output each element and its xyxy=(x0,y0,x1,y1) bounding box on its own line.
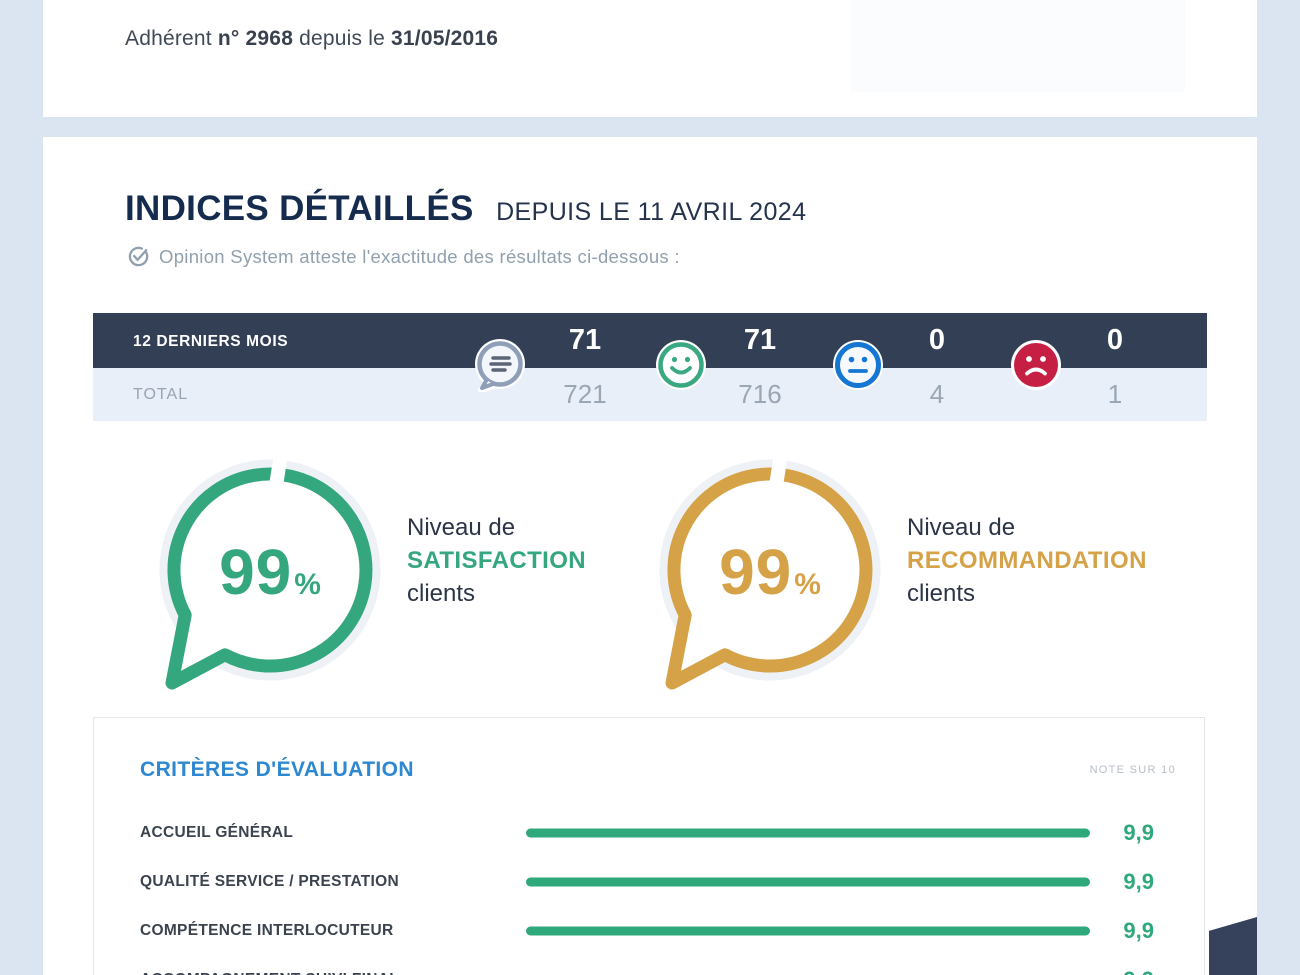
criteria-label: ACCUEIL GÉNÉRAL xyxy=(140,824,294,841)
criteria-score: 9,9 xyxy=(1123,820,1154,845)
satisfaction-percentage: 99 % xyxy=(219,535,321,609)
member-number: n° 2968 xyxy=(217,27,294,50)
satisfaction-caption-line3: clients xyxy=(407,580,476,607)
page-title: INDICES DÉTAILLÉS xyxy=(125,189,474,228)
recent-row-label: 12 DERNIERS MOIS xyxy=(133,333,289,350)
recommendation-gauge-icon xyxy=(659,458,881,690)
satisfaction-caption-line1: Niveau de xyxy=(407,514,516,541)
attestation-text: Opinion System atteste l'exactitude des … xyxy=(159,245,680,267)
page-subtitle: DEPUIS LE 11 AVRIL 2024 xyxy=(496,198,807,226)
happy-total-value: 716 xyxy=(738,379,782,409)
criteria-score: 9,9 xyxy=(1123,869,1154,894)
section-heading: INDICES DÉTAILLÉS DEPUIS LE 11 AVRIL 202… xyxy=(125,189,806,229)
recommendation-percentage: 99 % xyxy=(719,535,821,609)
sad-recent-value: 0 xyxy=(1106,324,1124,356)
bubble-total-value: 721 xyxy=(563,379,607,409)
recommendation-value: 99 xyxy=(719,536,793,608)
criteria-label: ACCOMPAGNEMENT SUIVI FINAL xyxy=(140,971,399,975)
criteria-bar xyxy=(526,926,1096,936)
criteria-row: ACCOMPAGNEMENT SUIVI FINAL 9,9 xyxy=(94,955,1204,975)
satisfaction-caption: Niveau de SATISFACTION clients xyxy=(407,511,586,610)
criteria-bar xyxy=(526,877,1096,887)
criteria-label: COMPÉTENCE INTERLOCUTEUR xyxy=(140,922,394,939)
criteria-panel: CRITÈRES D'ÉVALUATION NOTE SUR 10 ACCUEI… xyxy=(93,717,1205,975)
neutral-recent-value: 0 xyxy=(928,324,946,356)
member-date: 31/05/2016 xyxy=(391,27,499,50)
membership-line: Adhérent n° 2968 depuis le 31/05/2016 xyxy=(125,27,498,51)
criteria-bar xyxy=(526,828,1096,838)
faded-image-placeholder xyxy=(850,0,1185,92)
scale-label: NOTE SUR 10 xyxy=(1089,764,1176,776)
neutral-total-value: 4 xyxy=(929,379,945,409)
recommendation-unit: % xyxy=(794,568,821,601)
criteria-label: QUALITÉ SERVICE / PRESTATION xyxy=(140,873,400,890)
membership-card: Adhérent n° 2968 depuis le 31/05/2016 xyxy=(43,0,1257,117)
sad-face-icon xyxy=(1011,340,1061,390)
recommendation-caption-line3: clients xyxy=(907,580,976,607)
neutral-face-icon xyxy=(833,340,883,390)
summary-table: 12 DERNIERS MOIS TOTAL 71 721 71 716 xyxy=(93,313,1207,421)
criteria-title: CRITÈRES D'ÉVALUATION xyxy=(140,758,414,781)
attestation-row: Opinion System atteste l'exactitude des … xyxy=(127,245,680,268)
member-prefix: Adhérent xyxy=(125,27,212,50)
happy-face-icon xyxy=(656,340,706,390)
criteria-row: COMPÉTENCE INTERLOCUTEUR 9,9 xyxy=(94,906,1204,956)
check-circle-icon xyxy=(128,246,149,267)
detailed-indices-card: INDICES DÉTAILLÉS DEPUIS LE 11 AVRIL 202… xyxy=(43,137,1257,975)
member-middle: depuis le xyxy=(299,27,385,50)
bubble-recent-value: 71 xyxy=(568,324,602,356)
criteria-row: QUALITÉ SERVICE / PRESTATION 9,9 xyxy=(94,857,1204,907)
satisfaction-unit: % xyxy=(294,568,321,601)
criteria-row: ACCUEIL GÉNÉRAL 9,9 xyxy=(94,808,1204,858)
satisfaction-gauge-icon xyxy=(159,458,381,690)
sad-total-value: 1 xyxy=(1107,379,1123,409)
satisfaction-caption-line2: SATISFACTION xyxy=(407,547,587,574)
recommendation-caption-line2: RECOMMANDATION xyxy=(907,547,1147,574)
happy-recent-value: 71 xyxy=(743,324,777,356)
speech-bubble-icon xyxy=(475,339,525,392)
satisfaction-value: 99 xyxy=(219,536,293,608)
criteria-score: 9,9 xyxy=(1123,918,1154,943)
total-row-label: TOTAL xyxy=(133,386,189,403)
recommendation-caption-line1: Niveau de xyxy=(907,514,1016,541)
recommendation-caption: Niveau de RECOMMANDATION clients xyxy=(907,511,1147,610)
criteria-score: 9,9 xyxy=(1084,967,1154,975)
